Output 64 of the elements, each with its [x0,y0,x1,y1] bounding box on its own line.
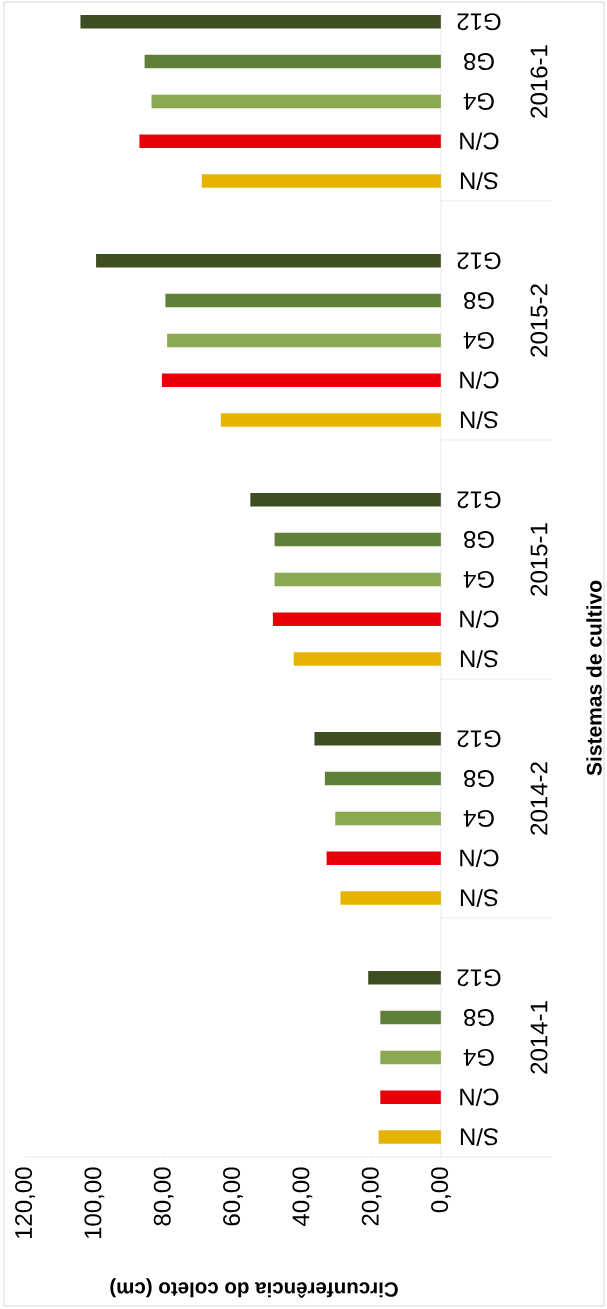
bar [324,771,441,786]
bar [220,413,441,427]
series-label: G8 [464,53,494,71]
text: S/N [460,889,498,907]
bar [274,572,441,587]
y-tick-label: 2014-1 [530,1001,548,1074]
text: S/N [460,1128,498,1146]
series-label: C/N [460,132,499,151]
bar [96,254,441,268]
bar [340,891,441,905]
text: G8 [464,292,494,310]
text: G12 [457,491,501,509]
bar [139,134,441,149]
bar [335,811,441,826]
bar [80,15,441,29]
text: G4 [463,570,494,588]
bar [326,851,441,865]
x-tick-label: 100,00 [84,1167,105,1239]
y-tick-label: 2015-1 [530,523,548,596]
x-tick-label: 40,00 [292,1167,313,1227]
series-label: S/N [460,172,498,190]
text: G4 [463,331,494,349]
y-tick-label: 2015-2 [530,284,548,357]
bar [293,652,441,666]
text: C/N [460,849,499,868]
text: G4 [463,1048,494,1066]
text: G8 [464,1009,494,1027]
bar [144,54,441,69]
text: C/N [460,610,499,629]
text: G12 [457,730,501,748]
text: S/N [460,650,498,668]
text: G4 [463,809,494,827]
bar [380,1010,441,1025]
text: C/N [460,1088,499,1107]
text: C/N [460,371,499,390]
bar [380,1050,441,1065]
bar [378,1130,441,1144]
bar [161,373,441,387]
series-label: G12 [457,13,501,31]
series-label: G4 [463,92,494,110]
x-tick-label: 60,00 [223,1167,243,1226]
text: G8 [464,531,494,549]
bar [274,532,441,547]
text: G12 [457,969,501,987]
bar [201,174,441,188]
y-tick-label: 2016-1 [530,45,548,118]
bar [368,970,441,985]
x-axis-title: Circunferência do coleto (cm) [110,1278,398,1298]
x-tick-label: 80,00 [153,1167,174,1226]
bar [151,94,441,109]
x-tick-label: 120,00 [15,1167,35,1239]
x-tick-label: 0,00 [431,1167,451,1213]
text: S/N [460,411,498,429]
y-tick-label: 2014-2 [530,762,548,835]
bar [250,493,441,507]
bar [165,293,441,308]
x-tick-label: 20,00 [361,1167,382,1226]
text: G12 [457,252,501,270]
bar [272,612,441,626]
bar [167,333,441,348]
bar [314,731,441,746]
bar [380,1090,441,1104]
y-axis-title: Sistemas de cultivo [586,580,602,776]
text: G8 [464,770,494,788]
